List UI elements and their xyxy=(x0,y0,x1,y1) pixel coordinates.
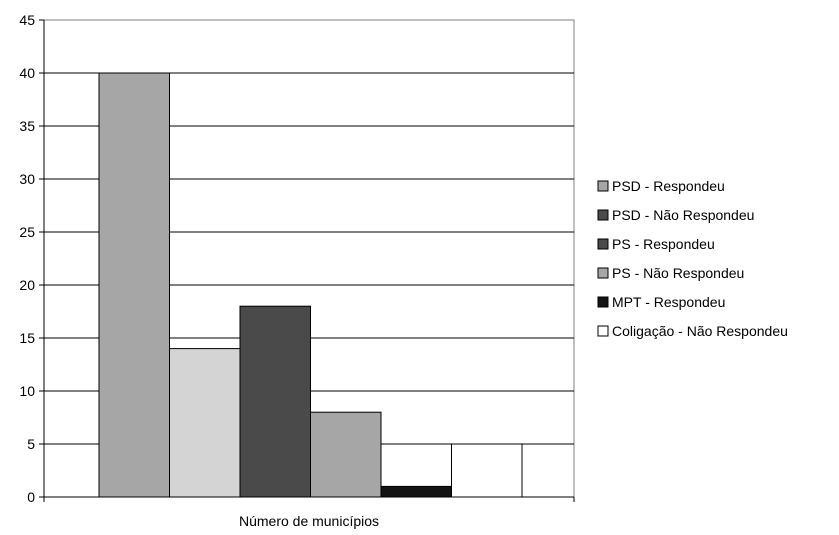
bar xyxy=(98,72,170,498)
y-tick-label: 30 xyxy=(19,171,35,187)
legend-swatch xyxy=(597,180,609,192)
legend-label: PS - Respondeu xyxy=(612,236,715,252)
bar xyxy=(310,411,382,498)
legend-label: PSD - Respondeu xyxy=(612,178,725,194)
legend-swatch xyxy=(597,238,609,250)
y-tick-label: 0 xyxy=(27,489,35,505)
legend-swatch xyxy=(597,209,609,221)
bar xyxy=(451,443,523,498)
legend-swatch xyxy=(597,296,609,308)
legend-label: PS - Não Respondeu xyxy=(612,265,744,281)
x-axis-label: Número de municípios xyxy=(239,513,379,529)
legend-label: MPT - Respondeu xyxy=(612,294,725,310)
y-tick-label: 15 xyxy=(19,330,35,346)
bars xyxy=(98,72,523,498)
legend-label: Coligação - Não Respondeu xyxy=(612,323,788,339)
y-axis: 0 5 10 15 20 25 30 35 40 45 xyxy=(19,12,575,505)
y-tick-label: 35 xyxy=(19,118,35,134)
y-tick-label: 10 xyxy=(19,383,35,399)
y-tick-label: 20 xyxy=(19,277,35,293)
y-tick-label: 25 xyxy=(19,224,35,240)
legend-swatch xyxy=(597,267,609,279)
y-tick-label: 5 xyxy=(27,436,35,452)
bar xyxy=(169,348,241,498)
bar xyxy=(380,485,452,498)
y-tick-label: 40 xyxy=(19,65,35,81)
legend-swatch xyxy=(597,325,609,337)
bar xyxy=(239,305,311,498)
legend: PSD - Respondeu PSD - Não Respondeu PS - R… xyxy=(597,178,788,339)
y-tick-label: 45 xyxy=(19,12,35,28)
legend-label: PSD - Não Respondeu xyxy=(612,207,754,223)
